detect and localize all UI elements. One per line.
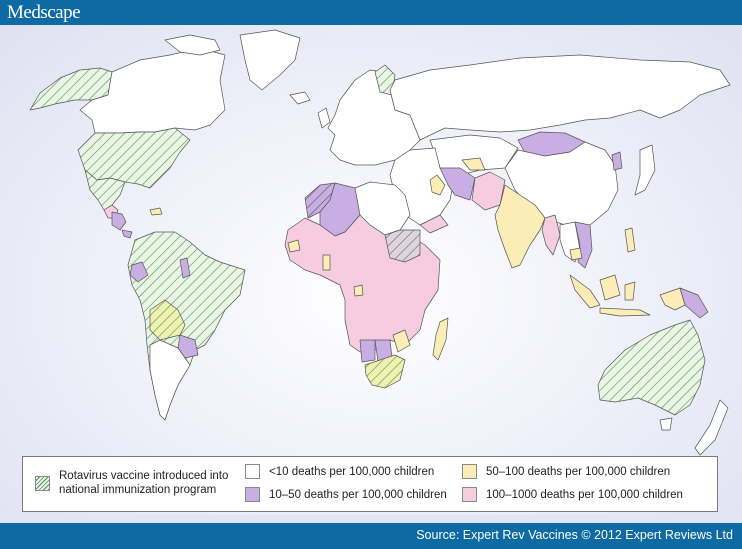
- legend-vaccine-line2: national immunization program: [59, 484, 217, 496]
- legend-item-100-1000: 100–1000 deaths per 100,000 children: [462, 487, 683, 502]
- purple-swatch-icon: [245, 487, 260, 502]
- world-map: [0, 25, 742, 515]
- legend-background-strip: [0, 515, 742, 523]
- region-africa: [284, 181, 449, 389]
- footer-bar: Source: Expert Rev Vaccines © 2012 Exper…: [0, 523, 742, 549]
- yellow-swatch-icon: [462, 464, 477, 479]
- region-south-america: [127, 231, 246, 421]
- legend-item-vaccine: Rotavirus vaccine introduced into nation…: [35, 469, 228, 497]
- legend-item-lt10: <10 deaths per 100,000 children: [245, 464, 434, 479]
- legend-vaccine-text: Rotavirus vaccine introduced into nation…: [59, 469, 228, 497]
- region-southeast-asia: [541, 214, 709, 319]
- region-canada: [79, 34, 226, 134]
- header-bar: Medscape: [0, 0, 742, 25]
- legend-label: <10 deaths per 100,000 children: [269, 465, 435, 478]
- region-greenland: [239, 29, 301, 91]
- region-mexico: [84, 169, 163, 239]
- white-swatch-icon: [245, 464, 260, 479]
- legend-label: 10–50 deaths per 100,000 children: [269, 488, 447, 501]
- region-australia: [597, 319, 706, 431]
- legend-item-10-50: 10–50 deaths per 100,000 children: [245, 487, 447, 502]
- source-credit: Source: Expert Rev Vaccines © 2012 Exper…: [416, 528, 733, 542]
- legend-item-50-100: 50–100 deaths per 100,000 children: [462, 464, 670, 479]
- legend-vaccine-line1: Rotavirus vaccine introduced into: [59, 470, 229, 482]
- region-india: [494, 184, 546, 269]
- legend-label: 50–100 deaths per 100,000 children: [486, 465, 671, 478]
- pink-swatch-icon: [462, 487, 477, 502]
- legend-label: 100–1000 deaths per 100,000 children: [486, 488, 683, 501]
- medscape-logo[interactable]: Medscape: [7, 2, 81, 23]
- region-russia: [389, 54, 731, 141]
- hatch-pattern-swatch-icon: [35, 475, 50, 491]
- map-legend: Rotavirus vaccine introduced into nation…: [22, 456, 718, 512]
